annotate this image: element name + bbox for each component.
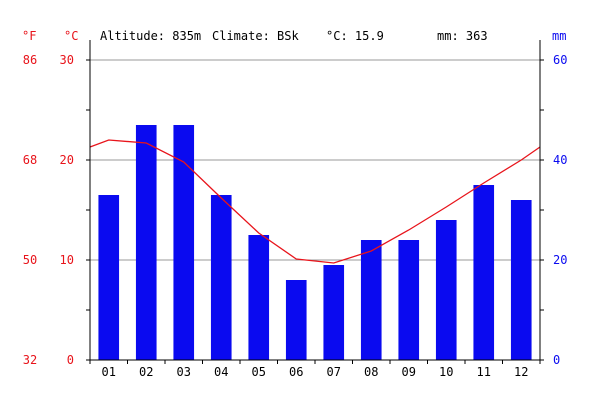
month-label: 01: [102, 365, 116, 379]
precipitation-bar: [135, 125, 157, 360]
mm-tick-label: 0: [553, 353, 560, 367]
precipitation-bar: [473, 185, 495, 360]
climate-label: Climate: BSk: [212, 29, 299, 43]
month-label: 10: [439, 365, 453, 379]
fahrenheit-tick-label: 68: [23, 153, 37, 167]
precipitation-bar: [98, 195, 120, 360]
precipitation-bar: [510, 200, 532, 360]
fahrenheit-tick-label: 50: [23, 253, 37, 267]
celsius-tick-label: 30: [60, 53, 74, 67]
tick-labels: 0 32 10 50 20 68 30 86 0 20 40 60 01 02 03 04 05 06 07 08 09…: [23, 53, 568, 379]
fahrenheit-tick-label: 32: [23, 353, 37, 367]
header: °F °C Altitude: 835m Climate: BSk °C: 15…: [22, 29, 566, 43]
precipitation-bar: [360, 240, 382, 360]
mm-unit-label: mm: [552, 29, 566, 43]
mm-tick-label: 60: [553, 53, 567, 67]
temperature-line: [89, 139, 541, 264]
precipitation-bar: [210, 195, 232, 360]
fahrenheit-unit-label: °F: [22, 29, 36, 43]
month-label: 04: [214, 365, 228, 379]
celsius-tick-label: 0: [67, 353, 74, 367]
altitude-label: Altitude: 835m: [100, 29, 201, 43]
precipitation-bar: [248, 235, 270, 360]
fahrenheit-tick-label: 86: [23, 53, 37, 67]
avg-temp-label: °C: 15.9: [326, 29, 384, 43]
grid-lines: [90, 59, 540, 261]
mm-tick-label: 40: [553, 153, 567, 167]
total-precip-label: mm: 363: [437, 29, 488, 43]
month-label: 11: [477, 365, 491, 379]
celsius-unit-label: °C: [64, 29, 78, 43]
month-label: 06: [289, 365, 303, 379]
month-label: 09: [402, 365, 416, 379]
precipitation-bar: [323, 265, 345, 360]
month-label: 12: [514, 365, 528, 379]
precipitation-bar: [285, 280, 307, 360]
precipitation-bar: [173, 125, 195, 360]
month-label: 02: [139, 365, 153, 379]
celsius-tick-label: 20: [60, 153, 74, 167]
month-label: 05: [252, 365, 266, 379]
month-label: 03: [177, 365, 191, 379]
precipitation-bar: [398, 240, 420, 360]
month-label: 08: [364, 365, 378, 379]
temperature-line-group: [89, 139, 541, 264]
celsius-tick-label: 10: [60, 253, 74, 267]
precipitation-bars: [98, 125, 532, 360]
precipitation-bar: [435, 220, 457, 360]
axes: [86, 40, 544, 364]
month-label: 07: [327, 365, 341, 379]
mm-tick-label: 20: [553, 253, 567, 267]
